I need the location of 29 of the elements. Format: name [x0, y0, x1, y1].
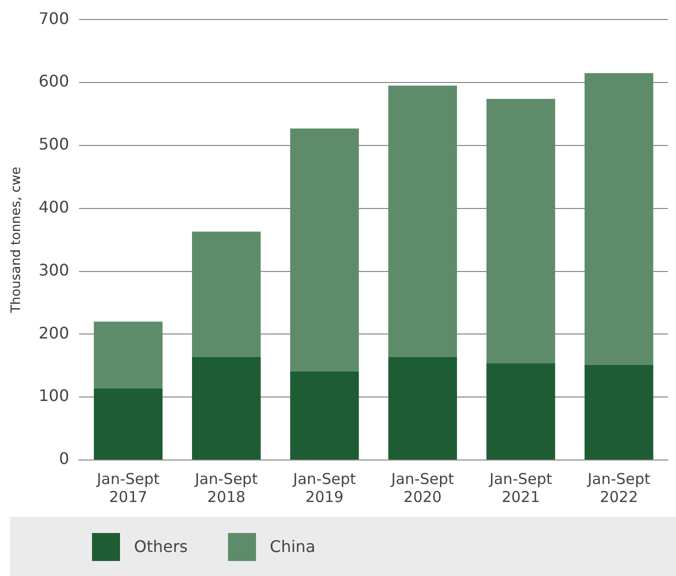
y-tick-label: 300 [38, 260, 70, 280]
bar [486, 363, 556, 460]
bar [192, 356, 261, 460]
bar [388, 356, 457, 460]
bar [584, 365, 654, 460]
y-tick-label: 700 [38, 8, 70, 28]
legend-label: Others [134, 537, 188, 556]
y-tick-label: 400 [38, 198, 70, 216]
y-tick-label: 500 [38, 134, 70, 154]
y-axis-title: Thousand tonnes, cwe [9, 166, 24, 314]
x-tick-label: Jan-Sept 2017 [96, 470, 160, 506]
y-tick-label: 600 [38, 72, 70, 91]
legend-label: China [270, 537, 316, 556]
bar [486, 98, 556, 364]
y-tick-label: 200 [38, 323, 70, 342]
y-tick-label: 100 [38, 386, 70, 406]
x-tick-label: Jan-Sept 2022 [586, 470, 650, 506]
bar [290, 128, 359, 372]
y-tick-label: 0 [58, 449, 70, 468]
bar [94, 322, 163, 388]
x-tick-label: Jan-Sept 2018 [194, 470, 258, 506]
x-tick-label: Jan-Sept 2019 [292, 470, 356, 506]
bar [94, 388, 163, 460]
bar [584, 73, 654, 365]
x-tick-label: Jan-Sept 2020 [390, 470, 454, 506]
x-tick-label: Jan-Sept 2021 [488, 470, 552, 506]
bar [290, 371, 359, 460]
bar [388, 86, 457, 357]
bar [192, 232, 261, 357]
